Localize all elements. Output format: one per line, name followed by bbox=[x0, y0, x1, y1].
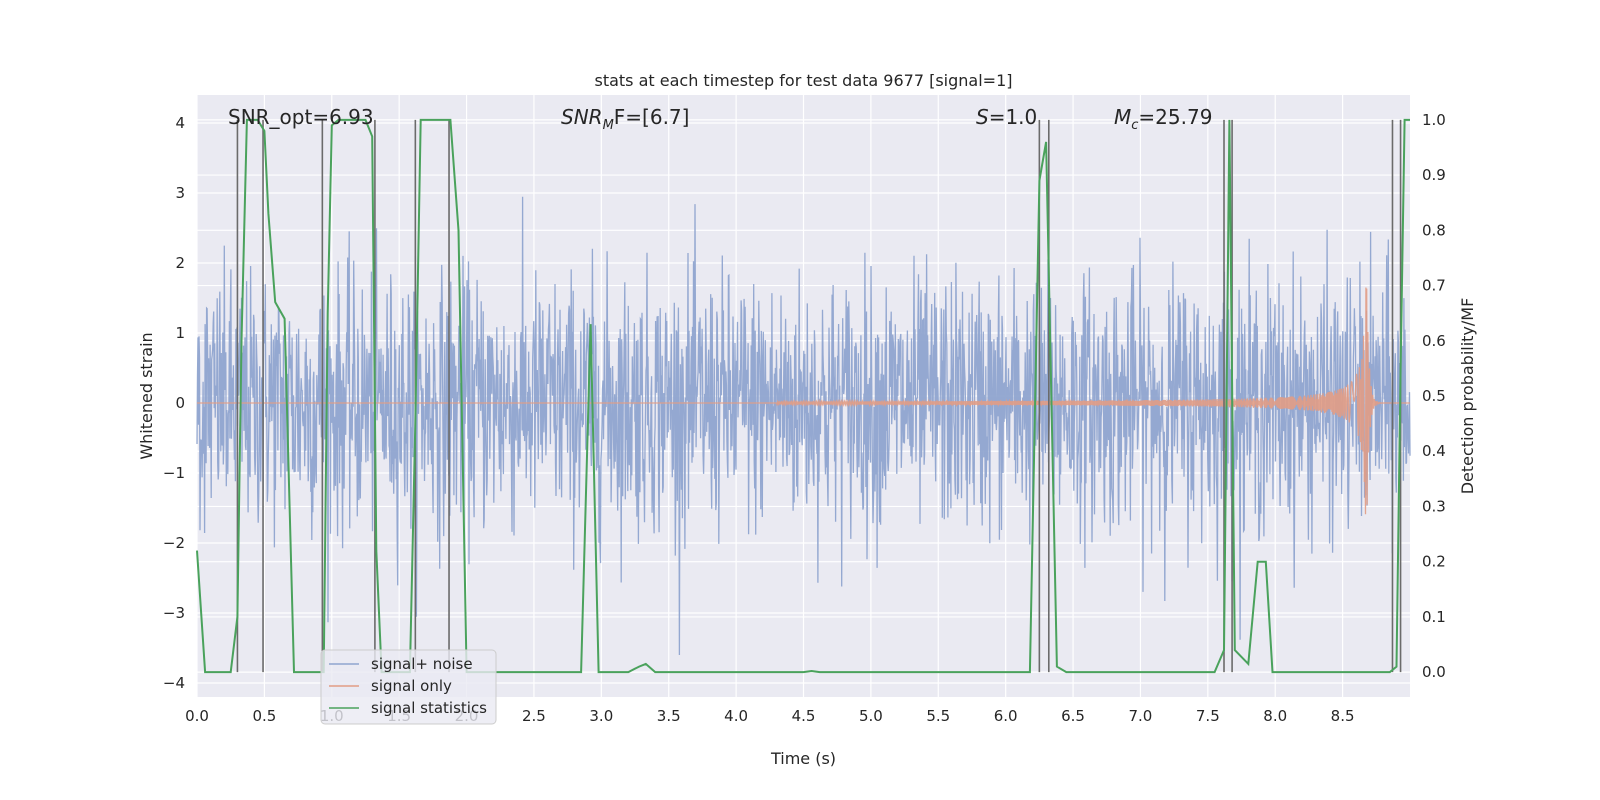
y-right-tick-label: 0.9 bbox=[1422, 166, 1446, 184]
legend-entry-signal-only: signal only bbox=[371, 677, 452, 695]
annotation-s-main: S bbox=[976, 105, 989, 129]
x-tick-label: 8.0 bbox=[1263, 707, 1287, 725]
y-left-tick-label: −4 bbox=[163, 674, 185, 692]
x-tick-label: 0.5 bbox=[252, 707, 276, 725]
y-right-tick-label: 0.5 bbox=[1422, 387, 1446, 405]
y-left-tick-label: −3 bbox=[163, 604, 185, 622]
x-tick-label: 8.5 bbox=[1331, 707, 1355, 725]
series-signal-statistics bbox=[196, 118, 1410, 674]
y-left-tick-label: 1 bbox=[175, 324, 185, 342]
y-right-tick-label: 0.3 bbox=[1422, 497, 1446, 515]
legend: signal+ noise signal only signal statist… bbox=[320, 649, 497, 725]
x-tick-label: 5.0 bbox=[859, 707, 883, 725]
x-axis-label: Time (s) bbox=[770, 749, 836, 768]
annotation-mc: Mc=25.79 bbox=[1114, 105, 1212, 133]
line-signal-only bbox=[197, 287, 1410, 515]
legend-entry-signal-statistics: signal statistics bbox=[371, 699, 487, 717]
legend-entry-signal-plus-noise: signal+ noise bbox=[371, 655, 473, 673]
y-right-tick-label: 1.0 bbox=[1422, 111, 1446, 129]
annotation-mc-tail: =25.79 bbox=[1138, 105, 1212, 129]
y-left-tick-label: −2 bbox=[163, 534, 185, 552]
x-tick-label: 6.0 bbox=[994, 707, 1018, 725]
x-tick-label: 0.0 bbox=[185, 707, 209, 725]
annotation-mc-sub: c bbox=[1131, 118, 1138, 133]
series-signal-only bbox=[197, 287, 1410, 515]
y-left-tick-label: 2 bbox=[175, 254, 185, 272]
annotation-s-tail: =1.0 bbox=[989, 105, 1038, 129]
y-right-tick-label: 0.0 bbox=[1422, 663, 1446, 681]
series-signal-plus-noise bbox=[196, 196, 1411, 656]
y-right-tick-label: 0.4 bbox=[1422, 442, 1446, 460]
annotation-mc-main: M bbox=[1114, 105, 1131, 129]
y-left-tick-label: −1 bbox=[163, 464, 185, 482]
y-right-tick-label: 0.6 bbox=[1422, 332, 1446, 350]
line-signal-plus-noise bbox=[196, 196, 1411, 656]
y-right-tick-label: 0.1 bbox=[1422, 608, 1446, 626]
annotation-snr-mf-sub: M bbox=[603, 118, 614, 133]
y-right-tick-label: 0.8 bbox=[1422, 221, 1446, 239]
y-right-tick-label: 0.7 bbox=[1422, 277, 1446, 295]
x-tick-label: 5.5 bbox=[926, 707, 950, 725]
chart-title: stats at each timestep for test data 967… bbox=[594, 71, 1012, 90]
y-axis-label-left: Whitened strain bbox=[137, 332, 156, 459]
x-tick-label: 3.0 bbox=[589, 707, 613, 725]
legend-box bbox=[320, 649, 497, 725]
annotation-snr-mf-tail: F=[6.7] bbox=[614, 105, 690, 129]
y-left-tick-label: 3 bbox=[175, 184, 185, 202]
y-right-tick-label: 0.2 bbox=[1422, 553, 1446, 571]
y-axis-label-right: Detection probability/MF bbox=[1458, 298, 1477, 495]
y-left-tick-label: 0 bbox=[175, 394, 185, 412]
annotation-snr-opt: SNR_opt=6.93 bbox=[228, 105, 374, 129]
x-tick-label: 4.0 bbox=[724, 707, 748, 725]
x-tick-label: 7.5 bbox=[1196, 707, 1220, 725]
x-tick-label: 2.5 bbox=[522, 707, 546, 725]
y-left-tick-label: 4 bbox=[175, 114, 185, 132]
annotation-s: S=1.0 bbox=[976, 105, 1037, 129]
x-tick-label: 4.5 bbox=[792, 707, 816, 725]
x-tick-label: 6.5 bbox=[1061, 707, 1085, 725]
x-tick-label: 7.0 bbox=[1129, 707, 1153, 725]
line-signal-statistics bbox=[196, 118, 1410, 674]
annotation-snr-mf: SNRMF=[6.7] bbox=[561, 105, 689, 133]
annotation-snr-mf-main: SNR bbox=[561, 105, 603, 129]
x-tick-label: 3.5 bbox=[657, 707, 681, 725]
